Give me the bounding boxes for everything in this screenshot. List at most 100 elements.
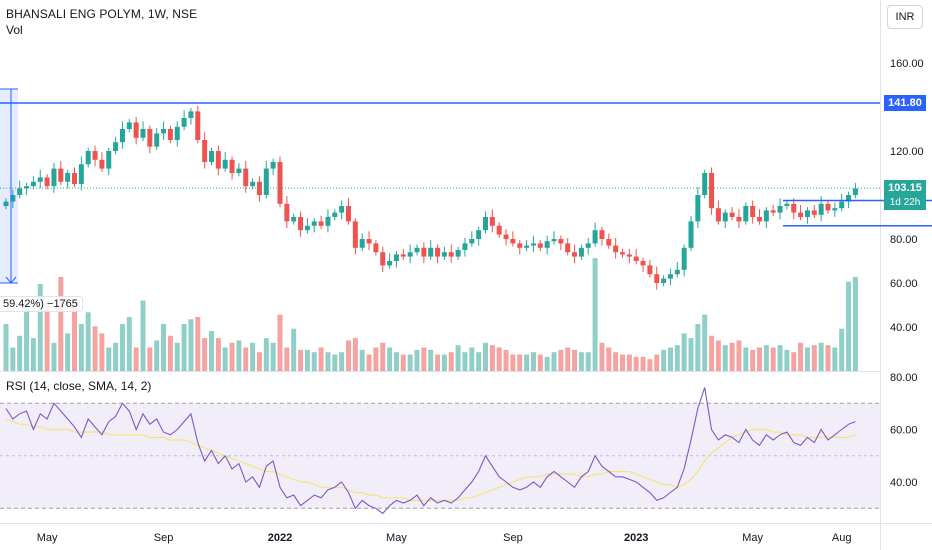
volume-bar — [722, 345, 728, 371]
volume-bar — [174, 342, 180, 371]
candle-body — [811, 210, 817, 215]
candle-body — [37, 177, 43, 182]
rsi-tick-label: 80.00 — [890, 372, 918, 384]
candle-body — [503, 234, 509, 239]
candle-body — [551, 239, 557, 242]
candle-body — [476, 230, 482, 239]
volume-bar — [695, 324, 701, 371]
volume-bar — [770, 347, 776, 371]
volume-bar — [428, 349, 434, 371]
volume-bar — [106, 347, 112, 371]
volume-bar — [455, 345, 461, 371]
candle-body — [702, 173, 708, 195]
measure-tool-label: 59.42%) −1765 — [0, 296, 83, 312]
candle-body — [140, 129, 146, 138]
time-tick-label: 2022 — [268, 532, 292, 544]
candle-body — [72, 173, 77, 184]
volume-bar — [784, 349, 790, 371]
volume-bar — [804, 347, 810, 371]
rsi-tick-label: 40.00 — [890, 477, 918, 489]
price-tick-label: 40.00 — [890, 322, 918, 334]
candle-body — [441, 252, 447, 257]
candle-body — [558, 239, 564, 244]
candle-body — [113, 142, 119, 151]
volume-bar — [818, 342, 824, 371]
candle-body — [578, 247, 584, 257]
volume-bar — [277, 314, 283, 371]
volume-bar — [592, 258, 598, 371]
volume-bar — [44, 302, 50, 371]
volume-bar — [147, 347, 153, 371]
rsi-indicator-label[interactable]: RSI (14, close, SMA, 14, 2) — [6, 379, 152, 393]
candle-body — [359, 239, 365, 248]
volume-bar — [387, 347, 393, 371]
time-tick-label: 2023 — [624, 532, 648, 544]
chart-header: BHANSALI ENG POLYM, 1W, NSE Vol — [6, 6, 197, 38]
volume-bar — [17, 335, 23, 371]
candle-body — [393, 254, 399, 261]
volume-bar — [10, 347, 16, 371]
volume-bar — [332, 354, 338, 371]
rsi-sma-line — [5, 418, 856, 501]
candle-body — [352, 221, 358, 248]
currency-button[interactable]: INR — [887, 5, 923, 29]
volume-bar — [72, 300, 77, 371]
candle-body — [852, 188, 858, 195]
candle-body — [277, 162, 283, 204]
volume-bar — [661, 349, 667, 371]
candle-body — [161, 129, 167, 134]
candle-body — [537, 243, 543, 248]
candle-body — [592, 230, 598, 244]
volume-bar — [551, 352, 557, 371]
candle-body — [298, 217, 304, 231]
candle-body — [346, 206, 351, 222]
symbol-title[interactable]: BHANSALI ENG POLYM, 1W, NSE — [6, 7, 198, 21]
volume-bar — [743, 347, 749, 371]
candle-body — [181, 118, 187, 127]
drawings — [0, 88, 932, 284]
volume-bar — [154, 340, 160, 371]
candle-body — [736, 217, 742, 222]
candle-body — [818, 203, 824, 215]
candle-body — [106, 151, 112, 169]
candle-body — [613, 245, 619, 253]
volume-bar — [140, 300, 146, 371]
candle-body — [750, 206, 756, 217]
axes: 160.00 120.00 80.00 60.00 40.00 80.00 60.00 40.… — [37, 58, 924, 544]
candle-body — [126, 122, 132, 129]
volume-bar — [181, 324, 187, 371]
volume-bar — [825, 345, 831, 371]
candle-body — [585, 243, 591, 248]
candle-body — [777, 206, 783, 213]
candle-body — [757, 217, 762, 222]
volume-bar — [188, 319, 194, 371]
candle-body — [304, 225, 310, 231]
candle-body — [387, 261, 393, 266]
candle-body — [209, 151, 214, 162]
volume-bar — [167, 335, 173, 371]
volume-bar — [572, 349, 578, 371]
candle-body — [332, 212, 338, 217]
candle-body — [681, 247, 687, 270]
volume-bar — [215, 338, 221, 371]
volume-bar — [715, 340, 721, 371]
volume-bar — [346, 340, 351, 371]
volume-bars — [3, 258, 858, 371]
volume-bar — [414, 349, 420, 371]
candle-body — [400, 254, 406, 257]
volume-bar — [633, 356, 639, 371]
volume-bar — [846, 281, 852, 371]
volume-bar — [359, 349, 365, 371]
volume-bar — [202, 338, 208, 371]
volume-bar — [606, 347, 612, 371]
volume-bar — [578, 352, 584, 371]
volume-bar — [37, 284, 43, 371]
volume-indicator-label[interactable]: Vol — [6, 23, 23, 37]
volume-bar — [58, 277, 64, 371]
volume-bar — [407, 354, 413, 371]
candle-body — [428, 247, 434, 257]
volume-bar — [530, 352, 536, 371]
volume-bar — [380, 342, 386, 371]
candle-body — [58, 168, 64, 182]
